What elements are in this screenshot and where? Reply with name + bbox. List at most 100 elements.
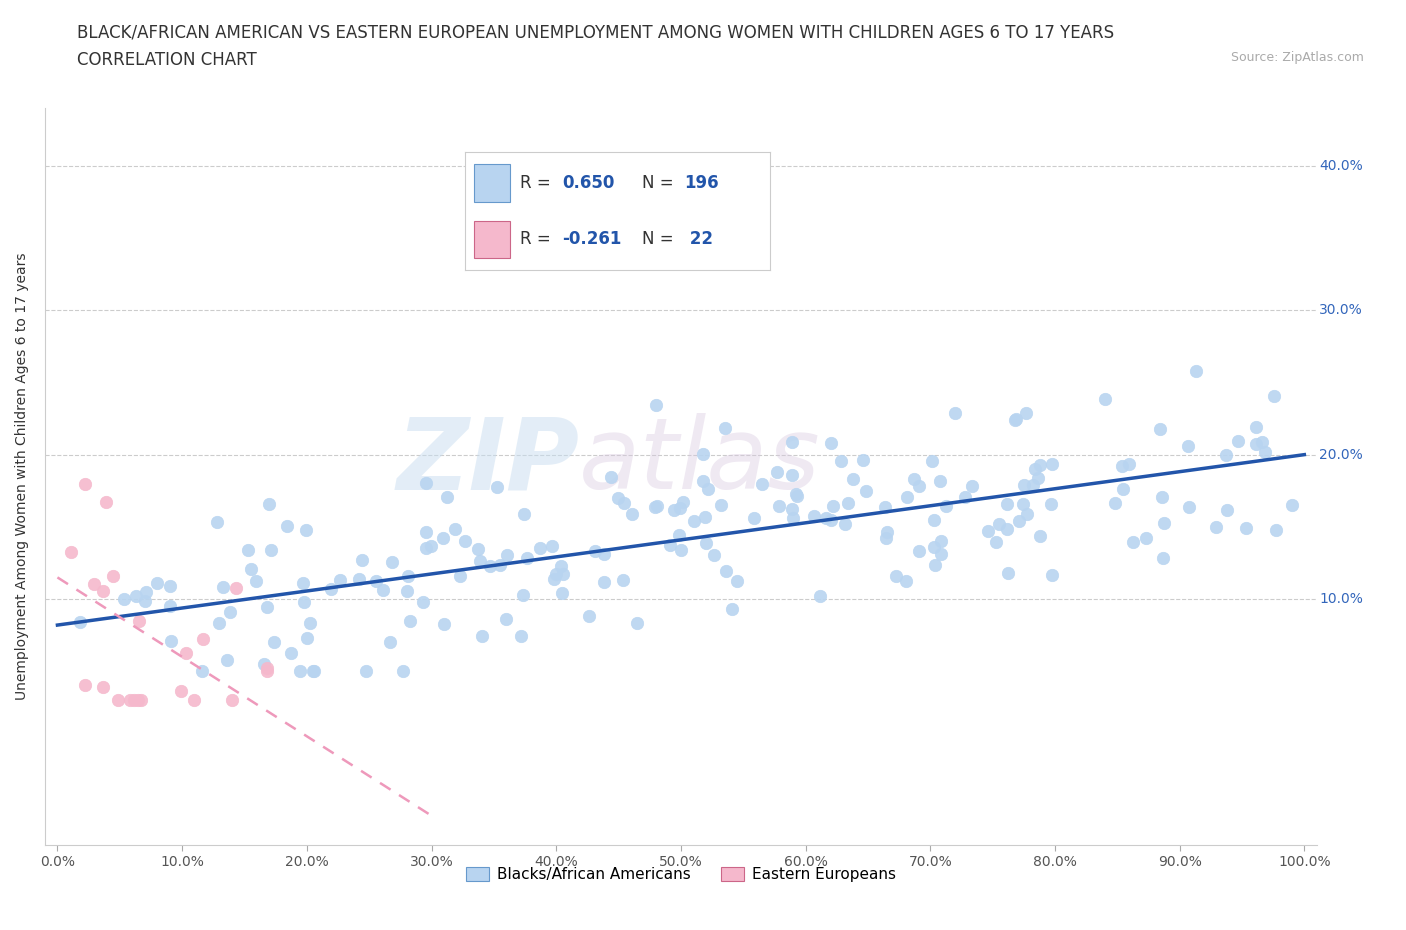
Point [1264,523,1286,538]
Point [256,599,278,614]
Point [943,405,966,420]
Point [91,680,114,695]
Point [516,551,538,565]
Point [292,594,315,609]
Point [995,497,1018,512]
Point [935,499,957,514]
Point [485,480,508,495]
Point [1150,490,1173,505]
Point [695,536,717,551]
Point [1026,471,1049,485]
Point [302,664,325,679]
Point [479,558,502,573]
Point [1234,520,1257,535]
Text: 40.0%: 40.0% [1319,159,1364,173]
Point [703,548,725,563]
Point [662,502,685,517]
Point [786,489,808,504]
Point [221,693,243,708]
Text: CORRELATION CHART: CORRELATION CHART [77,51,257,69]
Point [1215,448,1237,463]
Point [987,516,1010,531]
Point [219,604,242,619]
Point [929,547,952,562]
Point [347,572,370,587]
Point [256,660,278,675]
Point [929,534,952,549]
Text: 10.0%: 10.0% [1319,592,1364,606]
Point [716,564,738,578]
Point [449,568,471,583]
Point [122,693,145,708]
Point [543,572,565,587]
Point [1215,502,1237,517]
Point [837,496,859,511]
Point [785,486,807,501]
Point [288,664,311,679]
Point [669,500,692,515]
Point [101,568,124,583]
Point [512,588,534,603]
Point [820,435,842,450]
Point [583,544,606,559]
Point [276,518,298,533]
Point [922,540,945,555]
Point [354,664,377,679]
Point [415,476,437,491]
Point [924,558,946,573]
Point [751,476,773,491]
Text: Source: ZipAtlas.com: Source: ZipAtlas.com [1230,51,1364,64]
Point [183,693,205,708]
Point [896,490,918,505]
Point [1015,405,1038,420]
Point [852,452,875,467]
Point [997,565,1019,580]
Text: ZIP: ZIP [396,413,579,510]
Point [830,453,852,468]
Point [1029,458,1052,472]
Point [546,566,568,581]
Point [669,543,692,558]
Point [1040,568,1063,583]
Point [1227,433,1250,448]
Point [621,506,644,521]
Point [742,511,765,525]
Point [894,574,917,589]
Point [205,514,228,529]
Point [443,522,465,537]
Point [239,562,262,577]
Point [1111,458,1133,473]
Point [412,594,434,609]
Point [129,693,152,708]
Point [855,484,877,498]
Point [644,499,666,514]
Point [1118,457,1140,472]
Point [1012,497,1035,512]
Point [378,635,401,650]
Point [1021,478,1043,493]
Point [578,608,600,623]
Point [236,543,259,558]
Point [75,677,97,692]
Point [280,645,302,660]
Point [392,664,415,679]
Point [1012,478,1035,493]
Point [245,574,267,589]
Point [550,559,572,574]
Point [488,557,510,572]
Point [780,468,803,483]
Point [1122,535,1144,550]
Point [875,530,897,545]
Point [613,496,636,511]
Point [420,539,443,554]
Point [329,573,352,588]
Point [319,582,342,597]
Point [302,664,325,679]
Point [134,593,156,608]
Point [1135,531,1157,546]
Point [432,530,454,545]
Point [1017,506,1039,521]
Point [1094,392,1116,406]
Point [59,544,82,559]
Point [908,544,931,559]
